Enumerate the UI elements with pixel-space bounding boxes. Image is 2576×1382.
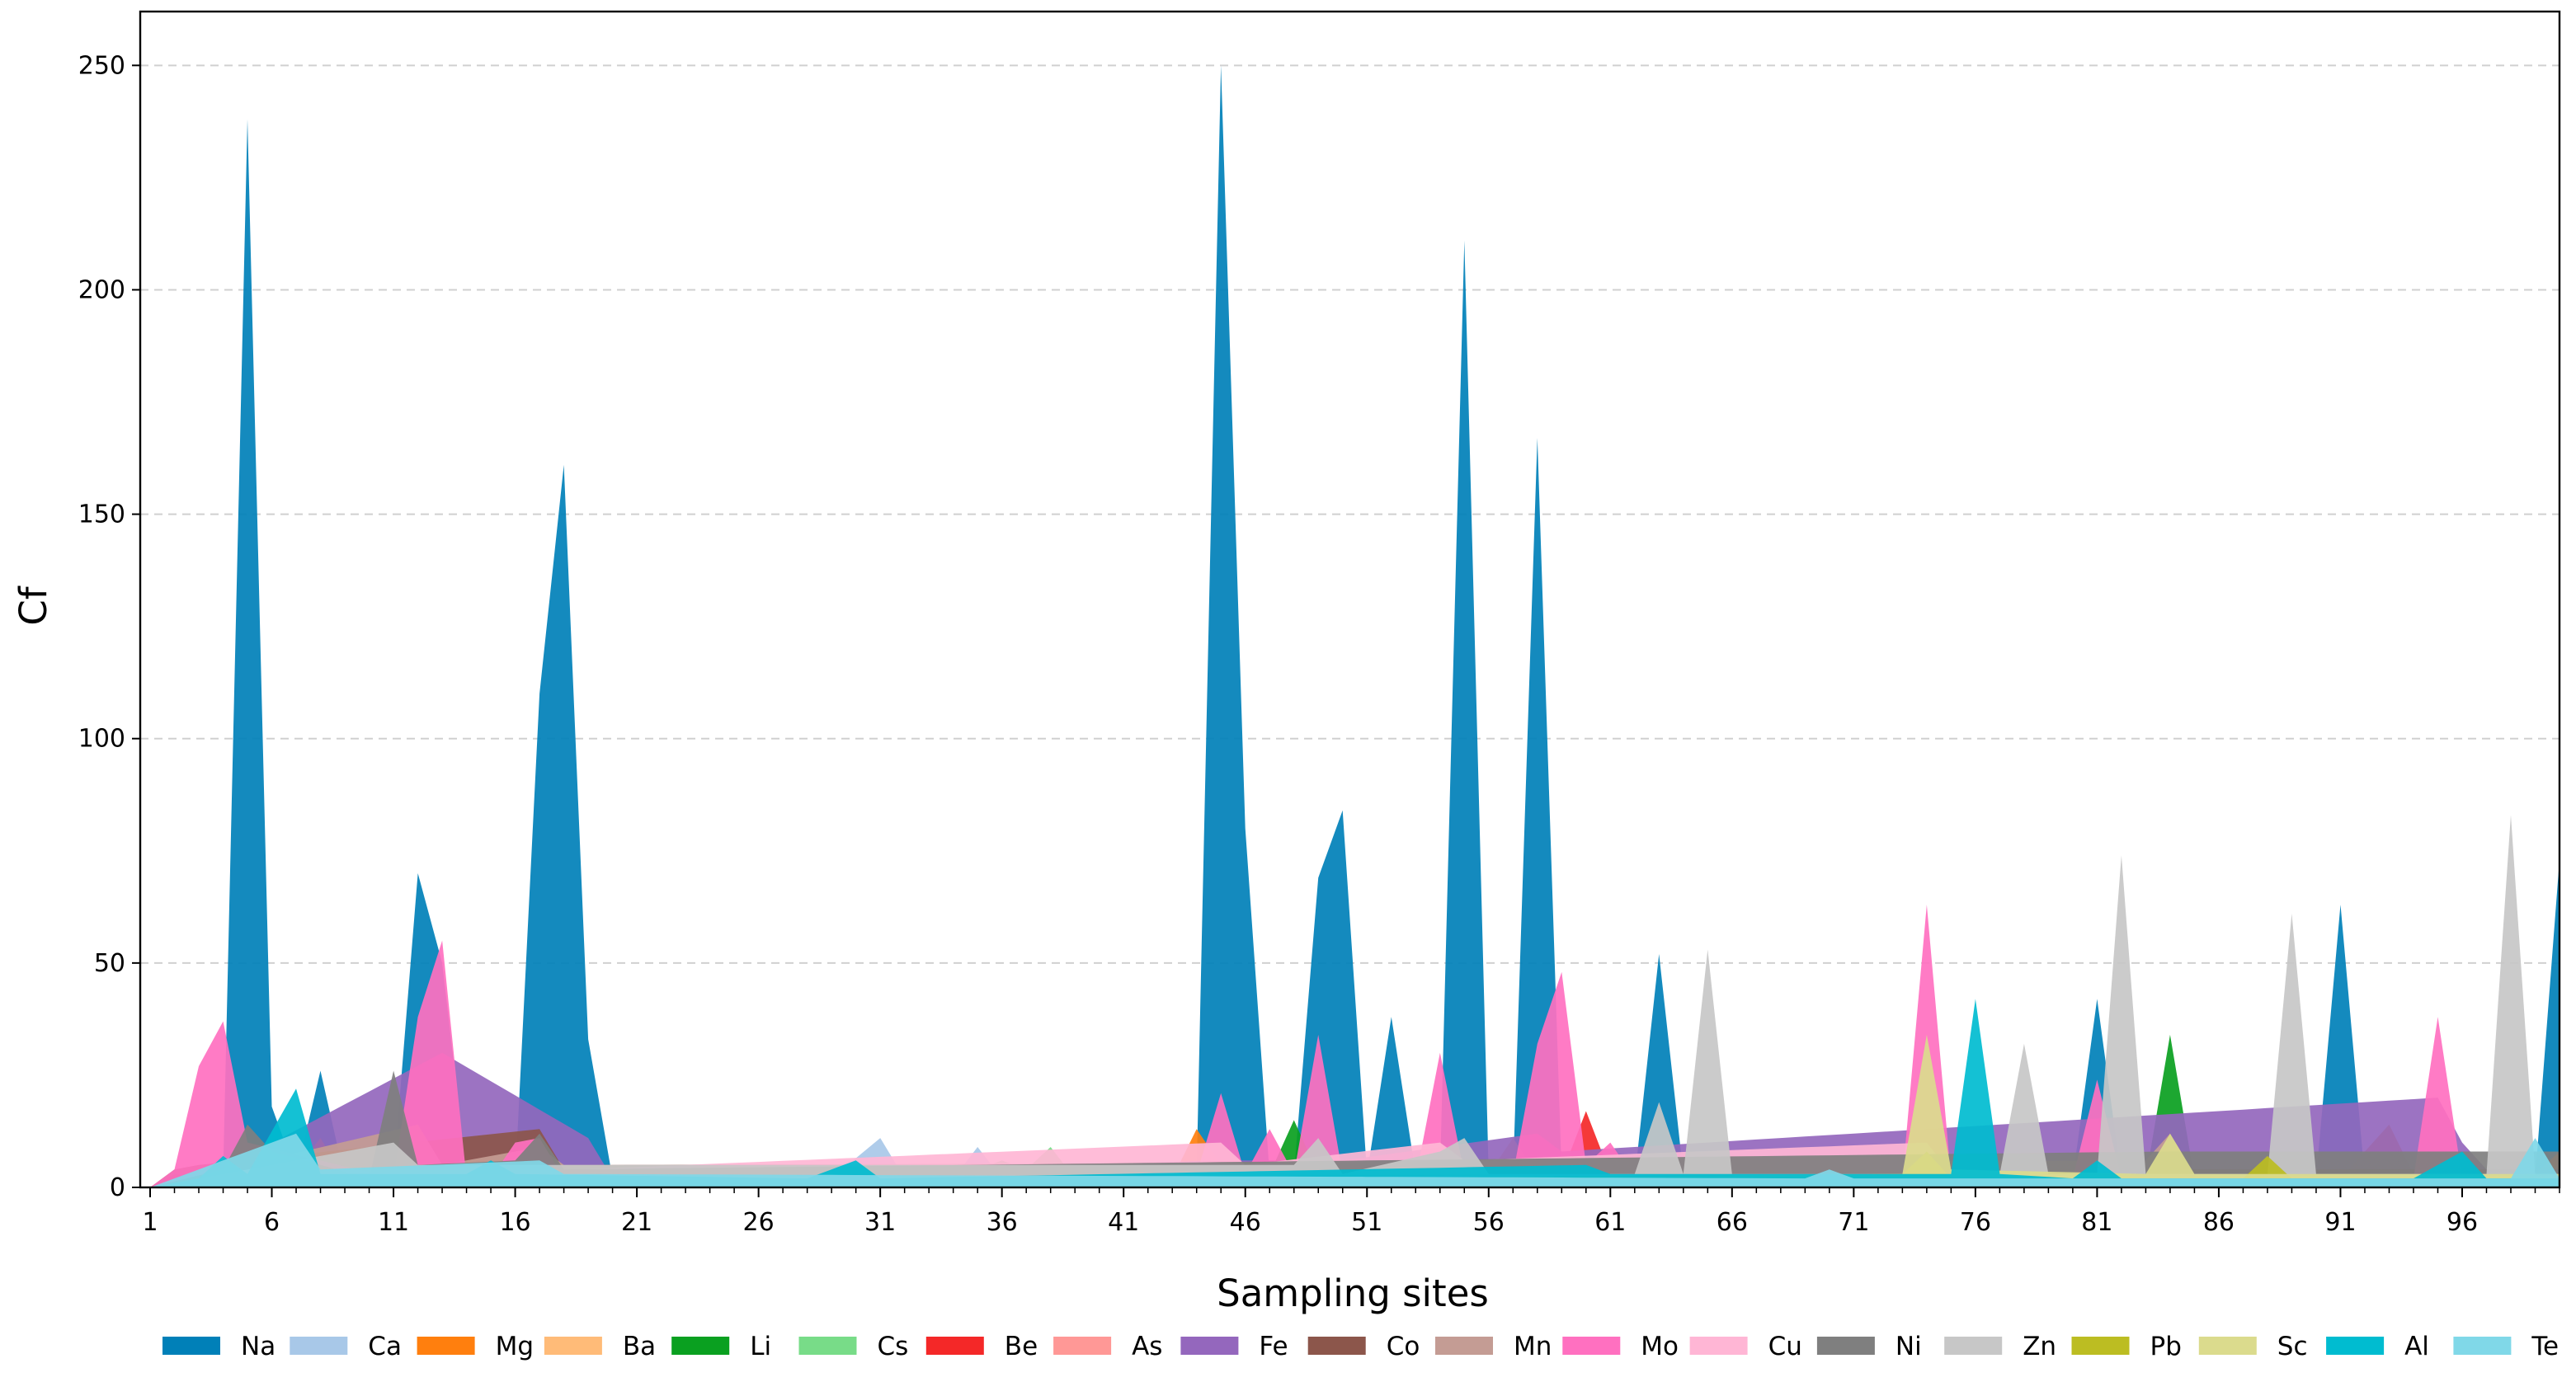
legend-label-te: Te (2531, 1332, 2559, 1361)
y-tick-label-200: 200 (78, 275, 125, 304)
legend-label-mo: Mo (1641, 1332, 1679, 1361)
legend-swatch-al (2326, 1337, 2385, 1355)
y-tick-label-100: 100 (78, 725, 125, 754)
legend-swatch-zn (1944, 1337, 2003, 1355)
y-tick-label-0: 0 (110, 1173, 125, 1202)
x-tick-label-31: 31 (864, 1208, 896, 1237)
legend-label-fe: Fe (1259, 1332, 1288, 1361)
x-tick-label-71: 71 (1838, 1208, 1869, 1237)
x-tick-label-16: 16 (499, 1208, 530, 1237)
x-tick-label-21: 21 (621, 1208, 652, 1237)
x-tick-label-66: 66 (1717, 1208, 1748, 1237)
legend-swatch-fe (1180, 1337, 1239, 1355)
x-axis-title: Sampling sites (1217, 1272, 1489, 1315)
area-al (150, 999, 2560, 1187)
x-tick-label-46: 46 (1230, 1208, 1261, 1237)
legend-label-al: Al (2404, 1332, 2429, 1361)
x-tick-label-91: 91 (2324, 1208, 2356, 1237)
area-te (150, 1133, 2560, 1187)
x-tick-label-6: 6 (264, 1208, 280, 1237)
legend-swatch-cu (1689, 1337, 1748, 1355)
y-tick-label-150: 150 (78, 501, 125, 529)
legend-swatch-mg (417, 1337, 475, 1355)
legend-swatch-co (1307, 1337, 1366, 1355)
x-tick-label-1: 1 (142, 1208, 158, 1237)
legend-swatch-mo (1562, 1337, 1621, 1355)
area-na (150, 65, 2560, 1187)
legend-swatch-sc (2198, 1337, 2257, 1355)
legend-swatch-mn (1435, 1337, 1493, 1355)
y-axis-title: Cf (12, 585, 55, 625)
legend-swatch-te (2453, 1337, 2512, 1355)
legend-label-ni: Ni (1896, 1332, 1922, 1361)
area-zn (150, 815, 2560, 1187)
legend-swatch-pb (2071, 1337, 2130, 1355)
x-tick-label-81: 81 (2081, 1208, 2112, 1237)
grid-lines (140, 64, 2560, 964)
legend-label-ba: Ba (623, 1332, 656, 1361)
legend: Na Ca Mg Ba Li Cs Be As Fe Co Mn Mo Cu Ni Zn Pb Sc Al Te (162, 1332, 2559, 1361)
legend-label-co: Co (1387, 1332, 1420, 1361)
x-tick-label-96: 96 (2446, 1208, 2478, 1237)
legend-label-sc: Sc (2277, 1332, 2308, 1361)
legend-swatch-na (162, 1337, 220, 1355)
x-tick-label-56: 56 (1473, 1208, 1505, 1237)
legend-swatch-as (1053, 1337, 1112, 1355)
y-axis: 0 50 100 150 200 250 (78, 51, 140, 1202)
area-series (150, 65, 2560, 1187)
legend-label-na: Na (241, 1332, 275, 1361)
x-tick-label-26: 26 (743, 1208, 775, 1237)
legend-label-zn: Zn (2023, 1332, 2056, 1361)
x-tick-label-51: 51 (1351, 1208, 1382, 1237)
legend-label-mn: Mn (1514, 1332, 1552, 1361)
legend-swatch-ca (290, 1337, 348, 1355)
x-tick-label-36: 36 (987, 1208, 1018, 1237)
legend-swatch-be (925, 1337, 984, 1355)
legend-swatch-ba (544, 1337, 602, 1355)
x-tick-label-61: 61 (1594, 1208, 1626, 1237)
plot-frame (139, 10, 2561, 1189)
x-tick-label-86: 86 (2203, 1208, 2235, 1237)
legend-label-be: Be (1005, 1332, 1038, 1361)
legend-label-mg: Mg (496, 1332, 534, 1361)
legend-label-cs: Cs (878, 1332, 909, 1361)
legend-label-cu: Cu (1768, 1332, 1802, 1361)
x-tick-label-11: 11 (378, 1208, 409, 1237)
legend-label-as: As (1132, 1332, 1162, 1361)
legend-swatch-li (671, 1337, 730, 1355)
legend-swatch-ni (1816, 1337, 1875, 1355)
legend-label-li: Li (750, 1332, 771, 1361)
y-tick-label-50: 50 (94, 949, 125, 978)
x-tick-label-76: 76 (1960, 1208, 1991, 1237)
legend-swatch-cs (798, 1337, 857, 1355)
x-axis: 1 6 11 16 21 26 31 36 41 46 51 56 61 66 71 76 81 86 91 96 (142, 1187, 2560, 1237)
x-tick-label-41: 41 (1108, 1208, 1139, 1237)
y-tick-label-250: 250 (78, 51, 125, 80)
legend-label-ca: Ca (368, 1332, 402, 1361)
legend-label-pb: Pb (2150, 1332, 2182, 1361)
